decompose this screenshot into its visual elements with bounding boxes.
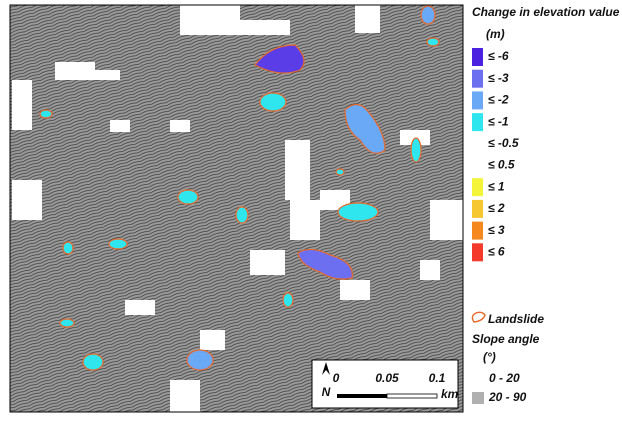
legend-unit: (m): [486, 27, 505, 41]
north-label: N: [322, 385, 331, 399]
scale-segment: [387, 394, 437, 398]
legend-label: ≤ -2: [488, 93, 509, 107]
legend-label: ≤ 6: [488, 244, 505, 258]
page: N 0 0.05 0.1 km Change in elevation valu…: [0, 0, 622, 425]
scale-label: 0: [333, 371, 340, 385]
legend-swatch: [472, 91, 483, 109]
legend-swatch: [472, 222, 483, 240]
legend: Change in elevation value (m) Landslide …: [472, 5, 620, 404]
legend-swatch: [472, 178, 483, 196]
legend-swatch: [472, 70, 483, 88]
legend-swatch: [472, 113, 483, 131]
legend-label: ≤ 3: [488, 223, 505, 237]
scale-label: 0.05: [375, 371, 399, 385]
landslide-label: Landslide: [488, 312, 544, 326]
legend-label: ≤ -1: [488, 114, 509, 128]
legend-swatch: [472, 243, 483, 261]
legend-swatch: [472, 48, 483, 66]
slope-swatch: [472, 373, 484, 385]
legend-label: ≤ 2: [488, 201, 505, 215]
legend-label: ≤ 1: [488, 179, 505, 193]
slope-label: 0 - 20: [489, 371, 520, 385]
slope-unit: (°): [483, 350, 496, 364]
legend-label: ≤ 0.5: [488, 158, 515, 172]
legend-title: Change in elevation value: [472, 5, 620, 19]
map: [10, 5, 463, 412]
legend-label: ≤ -0.5: [488, 136, 519, 150]
legend-label: ≤ -6: [488, 49, 509, 63]
scale-segment: [337, 394, 387, 398]
slope-title: Slope angle: [472, 332, 540, 346]
scale-unit: km: [441, 387, 459, 401]
slope-label: 20 - 90: [488, 390, 527, 404]
scale-bar: N 0 0.05 0.1 km: [312, 360, 459, 408]
legend-label: ≤ -3: [488, 71, 509, 85]
landslide-symbol: [472, 312, 485, 322]
slope-swatch: [472, 392, 484, 404]
figure: N 0 0.05 0.1 km Change in elevation valu…: [0, 0, 622, 425]
scale-label: 0.1: [429, 371, 446, 385]
legend-swatch: [472, 200, 483, 218]
